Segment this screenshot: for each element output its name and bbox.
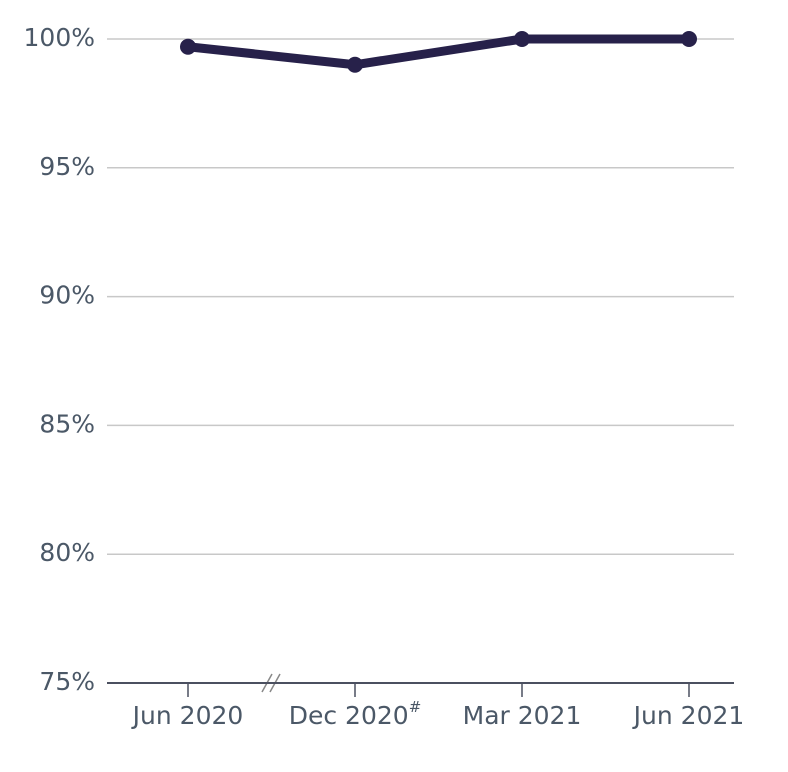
y-tick-label: 85% [39,409,95,438]
x-tick-label: Dec 2020# [289,698,422,731]
x-tick-label: Jun 2020 [131,701,244,730]
footnote-mark: # [409,698,422,716]
category-label: Mar 2021 [463,701,582,730]
category-label: Dec 2020 [289,701,409,730]
y-tick-label: 75% [39,667,95,696]
x-tick-label: Jun 2021 [632,701,745,730]
point [180,38,196,55]
category-label: Jun 2021 [632,701,745,730]
line [187,34,689,70]
y-tick-label: 100% [24,23,95,52]
y-tick-label: 90% [39,281,95,310]
y-tick-label: 95% [39,152,95,181]
y-tick-label: 80% [39,538,95,567]
plot: 75% 80% 85% 90% 95% 100% Jun 2020 Dec 2020# Mar … [24,23,745,730]
point [347,56,363,73]
point [514,31,530,47]
point [681,31,697,47]
category-label: Jun 2020 [131,701,244,730]
x-tick-label: Mar 2021 [463,701,582,730]
